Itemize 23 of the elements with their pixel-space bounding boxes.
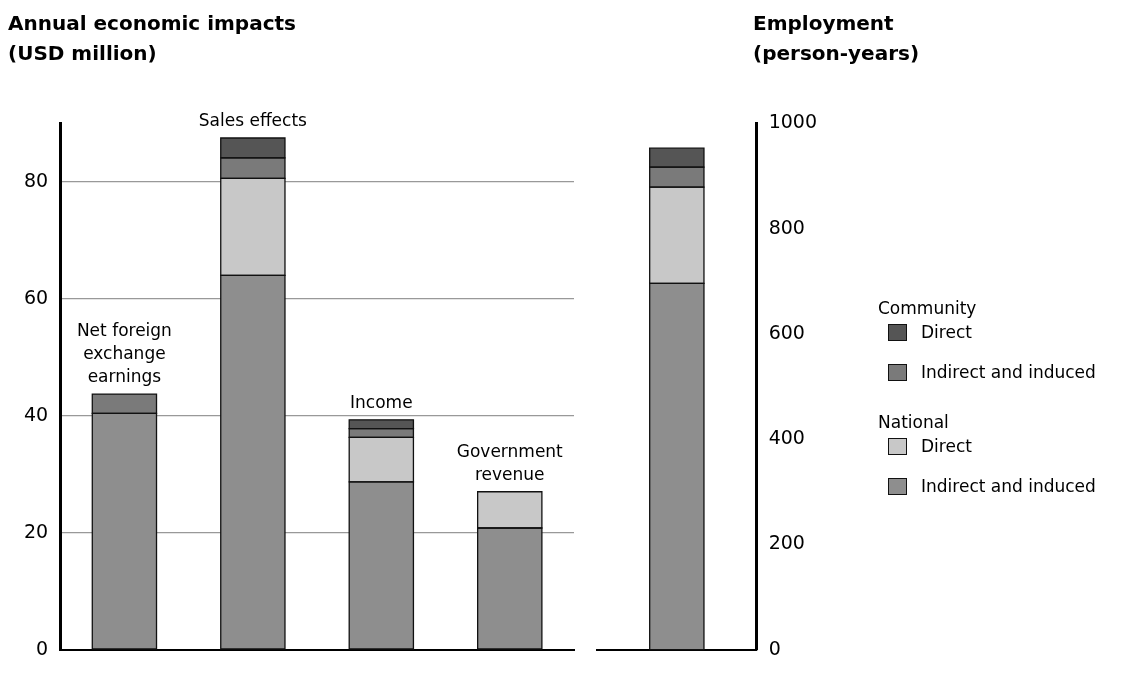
text: National [878,412,950,432]
y-tick-label: 20 [23,519,49,542]
x-tick-label: Net foreign exchange earnings [76,320,172,387]
legend-label: Indirect and induced [921,476,1096,496]
y-tick-label: 600 [768,320,805,343]
y-tick-label: 80 [23,168,49,191]
y-axis-title: Annual economic impacts (USD million) [8,10,297,67]
y-tick-label: 800 [768,215,805,238]
y-axis-title: Employment (person-years) [753,10,921,67]
x-tick-label: Sales effects [198,109,308,130]
x-tick-label: Income [350,391,413,412]
y-tick-label: 0 [768,636,781,659]
text: Community [878,298,978,318]
y-tick-label: 400 [768,426,805,449]
y-tick-label: 200 [768,531,805,554]
legend-label: Direct [921,322,972,342]
legend-label: Indirect and induced [921,362,1096,382]
y-tick-label: 1000 [768,110,818,133]
y-tick-label: 0 [36,636,49,659]
x-tick-label: Government revenue [456,440,564,484]
legend-label: Direct [921,436,972,456]
y-tick-label: 60 [23,285,49,308]
y-tick-label: 40 [23,402,49,425]
